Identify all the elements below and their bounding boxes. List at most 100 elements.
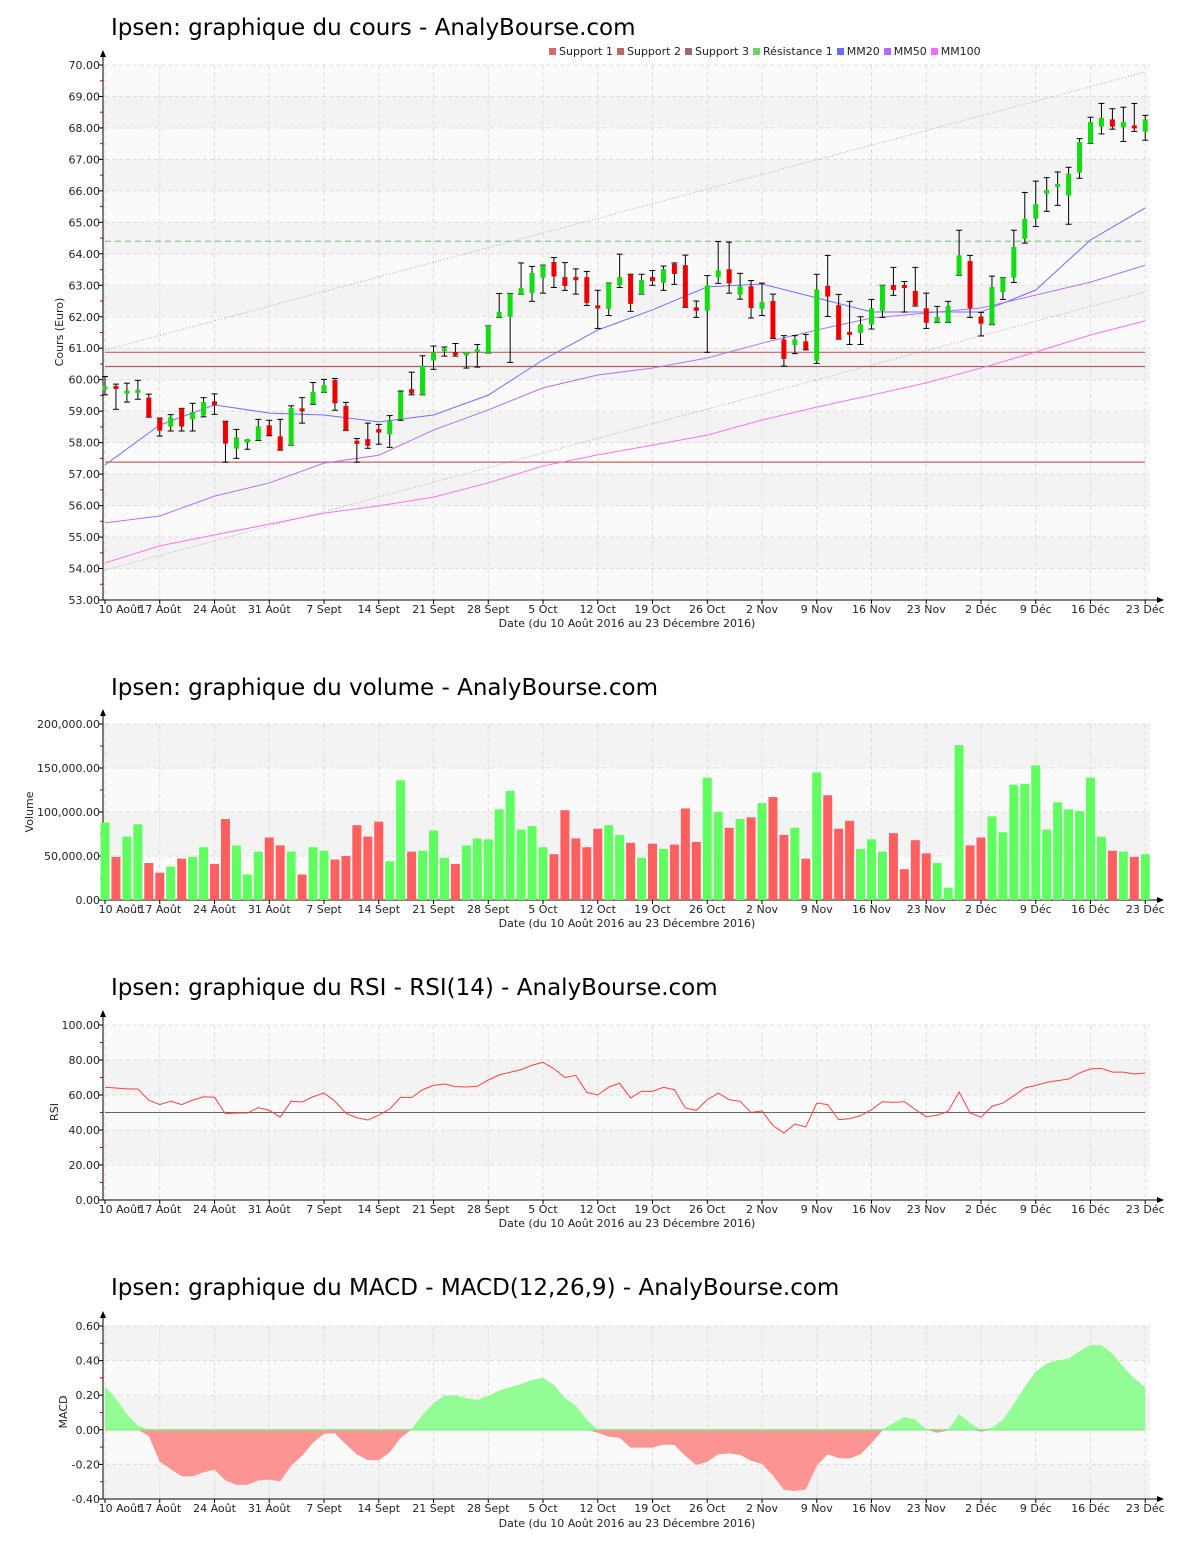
candlestick [375,423,382,445]
candlestick [299,397,306,424]
candlestick [999,277,1006,300]
price-y-tick-label: 57.00 [69,468,101,481]
candle-body [639,279,645,295]
legend-item-mm50: MM50 [883,45,927,58]
legend-label: Support 1 [559,45,613,58]
volume-bar [735,819,745,900]
candlestick [550,257,557,288]
volume-bar [1140,854,1150,900]
candle-body [693,307,699,311]
macd-x-tick-label: 7 Sept [306,1502,342,1515]
mm20-line [104,207,1146,466]
volume-bar [899,869,909,900]
candle-body [288,408,294,446]
candlestick [386,415,393,448]
volume-x-tick-label: 2 Déc [965,903,997,916]
legend-swatch [836,48,844,55]
volume-x-tick-label: 2 Nov [746,903,778,916]
volume-bar [571,838,581,900]
volume-bar [472,838,482,900]
candlestick [1142,114,1149,141]
rsi-x-tick-label: 9 Déc [1020,1203,1052,1216]
candlestick [791,335,798,355]
volume-bar [867,839,876,900]
candle-body [354,440,360,444]
rsi-y-tick-label: 80.00 [69,1054,101,1067]
macd-x-tick-label: 31 Août [248,1502,292,1515]
legend-item-support-1: Support 1 [549,45,613,58]
volume-bar [210,863,219,900]
rsi-y-tick-label: 100.00 [62,1019,101,1032]
candle-body [540,265,546,278]
candlestick [474,343,481,368]
price-x-tick-label: 16 Déc [1071,603,1110,616]
volume-bar [429,830,438,900]
legend-swatch [684,48,692,55]
volume-x-tick-label: 17 Août [138,903,182,916]
candle-body [124,390,130,394]
candle-body [945,305,951,323]
volume-bar [483,839,493,900]
legend-item-support-3: Support 3 [684,45,749,58]
price-y-tick-label: 63.00 [69,279,101,292]
candle-body [266,425,272,436]
volume-bar [133,824,143,900]
candlestick [1098,102,1105,135]
candlestick [846,300,853,345]
candlestick [1076,138,1083,179]
candle-body [573,277,579,281]
volume-bar [100,822,110,900]
rsi-y-tick-label: 40.00 [69,1124,101,1137]
macd-x-tick-label: 14 Sept [357,1502,400,1515]
candlestick [988,275,995,326]
legend-swatch [930,48,938,55]
legend-label: MM100 [940,45,981,58]
candle-body [726,269,732,284]
volume-y-tick-label: 0.00 [76,894,101,907]
candlestick [824,254,831,317]
macd-x-axis-label: Date (du 10 Août 2016 au 23 Décembre 201… [499,1517,756,1530]
volume-grid-band [103,724,1150,768]
volume-bar [1009,784,1019,900]
price-grid-band [103,285,1150,317]
candlestick [693,300,700,318]
candlestick [857,316,864,345]
candle-body [584,277,590,303]
candle-body [343,405,349,431]
volume-bar [604,825,614,900]
candle-body [299,408,305,412]
candle-body [222,421,228,444]
rsi-x-tick-label: 16 Déc [1071,1203,1110,1216]
candlestick [1065,166,1072,225]
macd-chart-title: Ipsen: graphique du MACD - MACD(12,26,9)… [111,1275,839,1301]
volume-bar [1096,836,1106,900]
price-grid-band [103,253,1150,286]
rsi-y-tick-label: 60.00 [69,1089,101,1102]
candlestick [704,275,711,353]
price-grid-band [103,442,1150,475]
candle-body [606,283,612,309]
macd-x-tick-label: 17 Août [138,1502,182,1515]
rsi-x-tick-label: 17 Août [138,1203,182,1216]
candle-body [441,348,447,352]
candlestick [638,273,645,295]
legend-swatch [752,48,760,55]
price-x-tick-label: 31 Août [248,603,292,616]
trend-channel-lower-line [104,291,1146,571]
price-x-tick-label: 19 Oct [634,603,671,616]
candle-body [858,324,864,333]
volume-x-tick-label: 9 Déc [1020,903,1052,916]
candlestick [726,241,733,294]
candle-body [113,386,119,389]
candlestick [1043,177,1050,212]
price-x-tick-label: 24 Août [193,603,237,616]
volume-bar [856,848,866,900]
volume-bar [845,820,855,900]
price-y-axis-label: Cours (Euro) [53,298,66,367]
candlestick [561,262,568,291]
candle-body [923,308,929,323]
volume-x-axis-arrow [1157,897,1164,903]
rsi-x-tick-label: 16 Nov [852,1203,891,1216]
candle-body [825,285,831,297]
volume-bar [308,847,318,900]
